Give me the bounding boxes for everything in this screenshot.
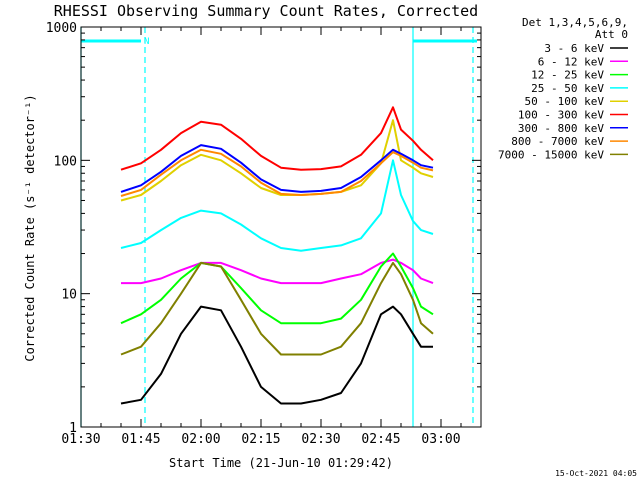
x-axis-label: Start Time (21-Jun-10 01:29:42) <box>169 456 393 470</box>
chart-title: RHESSI Observing Summary Count Rates, Co… <box>54 2 478 20</box>
series-line-1 <box>121 258 434 285</box>
x-ticks: 01:30 01:45 02:00 02:15 02:30 02:45 03:00 <box>61 27 482 447</box>
series-line-6 <box>120 144 434 193</box>
legend-header-1: Det 1,3,4,5,6,9, <box>522 16 628 29</box>
plot-area: N 01:30 01:45 02:00 02:15 02:30 02:45 03:00 11… <box>46 21 482 447</box>
x-tick-label: 02:30 <box>301 432 340 447</box>
legend-label-7: 800 - 7000 keV <box>511 135 604 148</box>
x-tick-label: 02:00 <box>181 432 220 447</box>
series-line-3 <box>120 159 434 252</box>
x-tick-label: 02:45 <box>361 432 400 447</box>
legend-label-5: 100 - 300 keV <box>518 109 604 122</box>
y-tick-label: 100 <box>54 154 77 169</box>
y-tick-label: 1000 <box>46 21 77 36</box>
x-tick-label: 01:45 <box>121 432 160 447</box>
legend-label-0: 3 - 6 keV <box>544 42 604 55</box>
legend-label-3: 25 - 50 keV <box>531 82 604 95</box>
plot-frame <box>80 26 482 428</box>
x-tick-label: 03:00 <box>421 432 460 447</box>
y-tick-label: 10 <box>61 288 77 303</box>
series-line-5 <box>120 106 434 171</box>
flag-label: N <box>144 37 149 47</box>
y-ticks: 1 10 100 1000 <box>46 21 481 436</box>
series-lines <box>120 106 434 405</box>
y-tick-label: 1 <box>69 421 77 436</box>
y-axis-label: Corrected Count Rate (s⁻¹ detector⁻¹) <box>23 94 37 361</box>
series-line-7 <box>120 148 434 197</box>
legend-header-2: Att 0 <box>595 28 628 41</box>
series-line-8 <box>120 261 434 356</box>
footer-timestamp: 15-Oct-2021 04:05 <box>555 469 637 478</box>
legend-label-8: 7000 - 15000 keV <box>498 148 604 161</box>
legend-label-1: 6 - 12 keV <box>538 55 605 68</box>
legend-label-6: 300 - 800 keV <box>518 122 604 135</box>
legend-label-2: 12 - 25 keV <box>531 69 604 82</box>
series-line-0 <box>120 305 433 405</box>
vertical-markers <box>80 27 474 427</box>
series-line-2 <box>120 252 434 325</box>
legend-label-4: 50 - 100 keV <box>525 95 605 108</box>
x-tick-label: 01:30 <box>61 432 100 447</box>
x-tick-label: 02:15 <box>241 432 280 447</box>
